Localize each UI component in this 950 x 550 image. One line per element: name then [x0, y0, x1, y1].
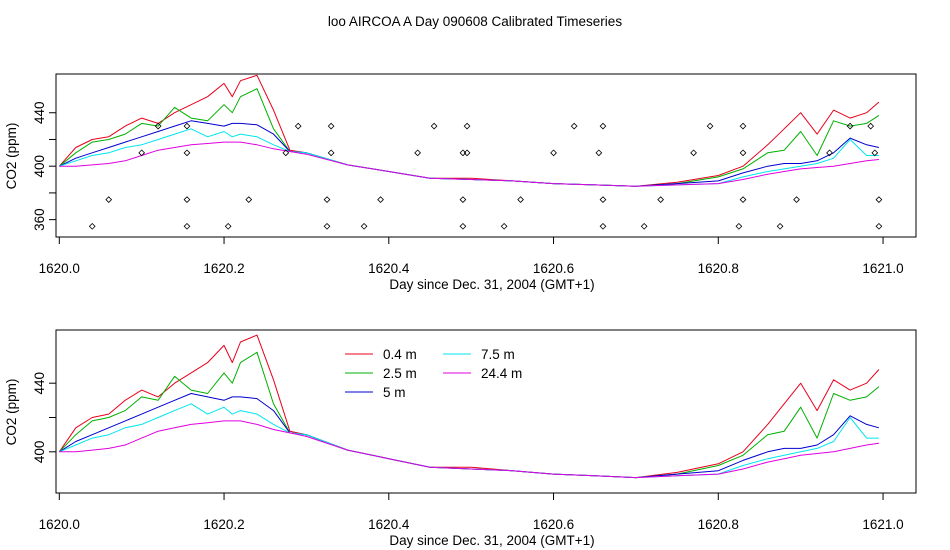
series-line-h24_4 — [59, 420, 879, 479]
chart-panel-bottom: 1620.0 1620.2 1620.4 1620.6 1620.8 1621.0 400… — [4, 329, 917, 548]
marker-point — [430, 122, 438, 130]
y-tick-label: 440 — [32, 372, 47, 395]
x-tick-label: 1620.4 — [368, 261, 410, 276]
marker-point — [323, 196, 331, 203]
marker-point — [595, 149, 603, 157]
marker-point — [463, 149, 471, 157]
x-tick-label: 1621.0 — [862, 261, 903, 276]
marker-point — [776, 222, 784, 230]
x-axis: 1620.0 1620.2 1620.4 1620.6 1620.8 1621.0 — [39, 236, 904, 276]
y-axis-label: CO2 (ppm) — [4, 123, 19, 190]
legend-label-h0_4: 0.4 m — [383, 347, 417, 362]
marker-point — [550, 149, 557, 157]
marker-point — [377, 196, 384, 203]
series-line-h24_4 — [59, 141, 879, 187]
marker-point — [570, 122, 578, 130]
x-axis: 1620.0 1620.2 1620.4 1620.6 1620.8 1621.0 — [39, 492, 904, 532]
marker-point — [735, 222, 743, 230]
marker-point — [88, 222, 96, 230]
x-tick-label: 1620.4 — [368, 517, 410, 532]
marker-point — [640, 222, 648, 230]
legend-label-h7_5: 7.5 m — [481, 347, 515, 362]
x-axis-label: Day since Dec. 31, 2004 (GMT+1) — [389, 533, 594, 548]
legend: 0.4 m 2.5 m 5 m 7.5 m 24.4 m — [345, 347, 522, 400]
marker-layer — [88, 122, 883, 230]
marker-point — [463, 122, 471, 130]
x-tick-label: 1620.8 — [698, 261, 739, 276]
marker-point — [154, 122, 162, 130]
marker-point — [105, 196, 113, 203]
marker-point — [459, 222, 467, 230]
marker-point — [327, 122, 335, 130]
marker-point — [793, 196, 800, 203]
legend-label-h2_5: 2.5 m — [383, 366, 417, 381]
series-line-h7_5 — [59, 128, 879, 187]
marker-point — [183, 222, 191, 230]
marker-point — [245, 196, 253, 203]
page-title: loo AIRCOA A Day 090608 Calibrated Times… — [328, 14, 622, 29]
marker-point — [599, 196, 607, 203]
marker-point — [327, 149, 335, 157]
x-tick-label: 1620.6 — [533, 261, 574, 276]
y-axis-label: CO2 (ppm) — [4, 379, 19, 446]
marker-point — [739, 122, 747, 130]
marker-point — [183, 149, 191, 157]
marker-point — [706, 122, 714, 130]
marker-point — [183, 122, 191, 130]
y-axis: 360 400 440 — [32, 101, 56, 231]
y-axis: 400 440 — [32, 372, 56, 463]
marker-point — [138, 149, 146, 157]
marker-point — [294, 122, 302, 130]
marker-point — [875, 196, 883, 203]
marker-point — [875, 222, 883, 230]
marker-point — [867, 122, 875, 130]
marker-point — [459, 149, 467, 157]
marker-point — [739, 149, 747, 157]
marker-point — [846, 122, 854, 130]
marker-point — [739, 196, 747, 203]
marker-point — [282, 149, 290, 157]
series-layer — [58, 74, 880, 187]
marker-point — [826, 149, 833, 157]
marker-point — [690, 149, 697, 157]
legend-label-h5: 5 m — [383, 385, 406, 400]
x-tick-label: 1620.8 — [698, 517, 739, 532]
series-line-h2_5 — [58, 88, 880, 187]
plot-frame — [55, 73, 917, 238]
x-axis-label: Day since Dec. 31, 2004 (GMT+1) — [389, 277, 594, 292]
marker-point — [183, 196, 191, 203]
series-layer — [58, 334, 880, 479]
x-tick-label: 1620.0 — [39, 261, 80, 276]
marker-point — [224, 222, 232, 230]
marker-point — [517, 196, 524, 203]
y-tick-label: 400 — [32, 441, 47, 464]
y-tick-label: 440 — [32, 101, 47, 124]
marker-point — [599, 122, 607, 130]
x-tick-label: 1620.2 — [203, 517, 244, 532]
marker-point — [360, 222, 368, 230]
marker-point — [599, 222, 607, 230]
legend-label-h24_4: 24.4 m — [481, 366, 522, 381]
marker-point — [657, 196, 665, 203]
series-line-h2_5 — [58, 351, 880, 479]
y-tick-label: 400 — [32, 155, 47, 178]
y-tick-label: 360 — [32, 208, 47, 231]
marker-point — [500, 222, 508, 230]
x-tick-label: 1620.6 — [533, 517, 574, 532]
x-tick-label: 1620.2 — [203, 261, 244, 276]
x-tick-label: 1620.0 — [39, 517, 80, 532]
marker-point — [414, 149, 421, 157]
marker-point — [871, 149, 879, 157]
x-tick-label: 1621.0 — [862, 517, 903, 532]
chart-panel-top: 1620.0 1620.2 1620.4 1620.6 1620.8 1621.0 360… — [4, 73, 917, 292]
series-line-h7_5 — [59, 403, 879, 479]
marker-point — [459, 196, 467, 203]
marker-point — [323, 222, 331, 230]
